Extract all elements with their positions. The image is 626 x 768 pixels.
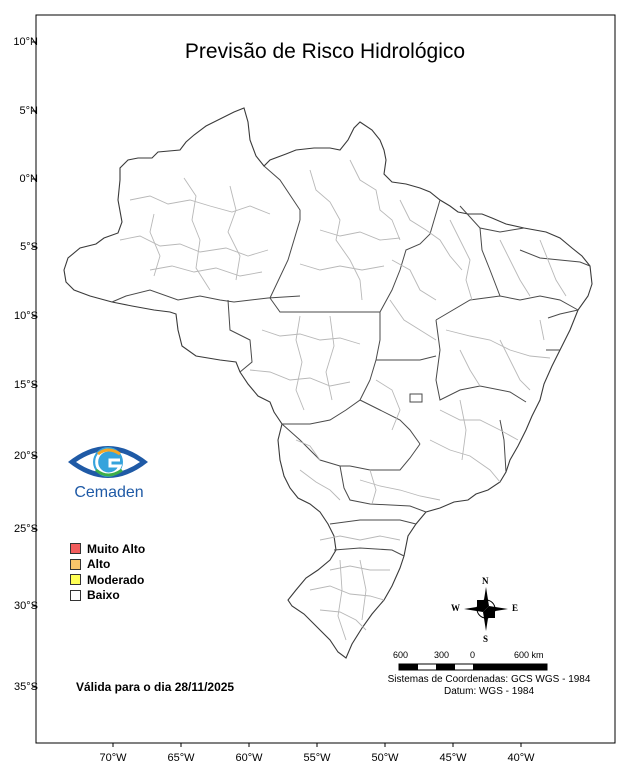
cemaden-logo-text: Cemaden	[74, 484, 144, 501]
scale-label-300: 300	[434, 650, 450, 660]
lon-label-55w: 55°W	[303, 752, 331, 764]
cemaden-logo-icon	[68, 446, 148, 478]
lon-label-40w: 40°W	[507, 752, 535, 764]
legend-item-alto: Alto	[70, 557, 145, 573]
lat-label-5s: 5°S	[20, 241, 38, 253]
scale-bar	[398, 663, 548, 671]
compass-south-label: S	[483, 634, 489, 644]
lon-label-70w: 70°W	[99, 752, 127, 764]
legend-label: Muito Alto	[87, 541, 146, 556]
legend-item-muito-alto: Muito Alto	[70, 541, 145, 557]
lat-label-0: 0°N	[19, 173, 38, 185]
coordinate-system: Sistemas de Coordenadas: GCS WGS - 1984 …	[374, 674, 604, 698]
compass-west-label: W	[451, 603, 460, 613]
legend-swatch-baixo	[70, 589, 81, 601]
validity-date: Válida para o dia 28/11/2025	[76, 680, 235, 694]
legend-swatch-alto	[70, 558, 81, 570]
lat-label-10n: 10°N	[13, 36, 38, 48]
scale-label-0: 0	[470, 650, 476, 660]
lon-label-50w: 50°W	[371, 752, 399, 764]
map-title: Previsão de Risco Hidrológico	[184, 40, 466, 63]
legend-item-baixo: Baixo	[70, 588, 145, 604]
lat-label-10s: 10°S	[14, 310, 38, 322]
compass-east-label: E	[512, 603, 519, 613]
legend-swatch-muito-alto	[70, 543, 81, 555]
lat-label-25s: 25°S	[14, 523, 38, 535]
legend-swatch-moderado	[70, 574, 81, 586]
lat-label-5n: 5°N	[19, 105, 38, 117]
compass-rose	[464, 587, 508, 631]
legend-label: Moderado	[87, 572, 145, 587]
scale-label-600-km: 600 km	[514, 650, 544, 660]
lat-label-30s: 30°S	[14, 600, 38, 612]
lat-label-35s: 35°S	[14, 681, 38, 693]
datum-line: Datum: WGS - 1984	[443, 686, 535, 697]
lat-label-15s: 15°S	[14, 379, 38, 391]
lon-label-60w: 60°W	[235, 752, 263, 764]
legend-label: Alto	[87, 557, 111, 572]
scale-label-600: 600	[393, 650, 409, 660]
coordinate-system-line: Sistemas de Coordenadas: GCS WGS - 1984	[387, 674, 591, 685]
compass-north-label: N	[482, 576, 489, 586]
risk-legend: Muito Alto Alto Moderado Baixo	[70, 541, 145, 603]
legend-item-moderado: Moderado	[70, 572, 145, 588]
lat-label-20s: 20°S	[14, 450, 38, 462]
legend-label: Baixo	[87, 588, 120, 603]
lon-label-45w: 45°W	[439, 752, 467, 764]
lon-label-65w: 65°W	[167, 752, 195, 764]
